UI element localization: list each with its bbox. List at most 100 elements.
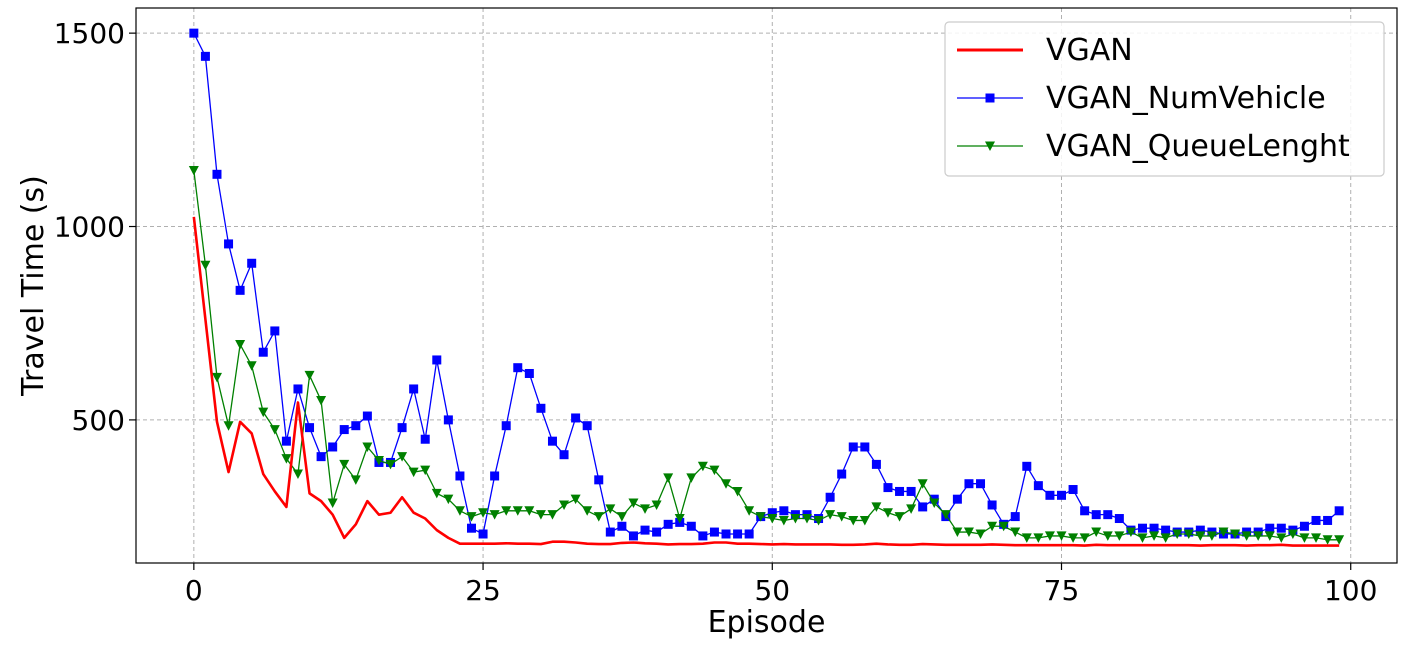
data-point bbox=[1299, 521, 1309, 531]
data-point bbox=[1311, 533, 1322, 543]
series-layer bbox=[188, 28, 1345, 547]
data-point bbox=[304, 370, 315, 381]
data-point bbox=[1149, 531, 1160, 541]
data-point bbox=[235, 339, 246, 350]
data-point bbox=[848, 515, 859, 526]
data-point bbox=[1276, 523, 1286, 533]
legend-label: VGAN_NumVehicle bbox=[1046, 81, 1326, 116]
data-point bbox=[420, 434, 430, 444]
data-point bbox=[1045, 490, 1055, 500]
data-point bbox=[825, 492, 835, 502]
data-point bbox=[305, 423, 315, 433]
data-point bbox=[709, 527, 719, 537]
data-point bbox=[616, 512, 627, 522]
data-point bbox=[247, 258, 257, 268]
data-point bbox=[339, 459, 350, 470]
data-point bbox=[559, 500, 570, 510]
data-point bbox=[559, 450, 569, 460]
data-point bbox=[547, 510, 558, 520]
data-point bbox=[836, 512, 847, 522]
data-point bbox=[1172, 529, 1183, 539]
data-point bbox=[674, 514, 685, 524]
data-point bbox=[570, 494, 581, 505]
data-point bbox=[1033, 533, 1044, 543]
data-point bbox=[1114, 514, 1124, 524]
data-point bbox=[929, 498, 940, 509]
data-point bbox=[535, 510, 546, 520]
legend: VGAN VGAN_NumVehicle VGAN_QueueLenght bbox=[944, 21, 1385, 177]
data-point bbox=[767, 514, 778, 524]
data-point bbox=[351, 421, 361, 431]
data-point bbox=[1137, 533, 1148, 543]
data-point bbox=[512, 506, 523, 516]
data-point bbox=[825, 510, 836, 520]
data-point bbox=[1021, 533, 1032, 543]
data-point bbox=[895, 486, 905, 496]
data-point bbox=[235, 285, 245, 295]
data-point bbox=[350, 475, 361, 485]
data-point bbox=[964, 479, 974, 489]
data-point bbox=[1056, 531, 1067, 541]
data-point bbox=[698, 531, 708, 541]
data-point bbox=[536, 403, 546, 413]
data-point bbox=[1114, 531, 1125, 541]
data-point bbox=[605, 504, 616, 514]
x-tick-label: 50 bbox=[754, 574, 790, 607]
data-point bbox=[709, 465, 720, 476]
data-point bbox=[293, 384, 303, 394]
data-point bbox=[721, 479, 732, 489]
data-point bbox=[223, 421, 234, 431]
data-point bbox=[490, 471, 500, 481]
data-point bbox=[733, 529, 743, 539]
data-point bbox=[373, 456, 384, 466]
legend-item: VGAN_QueueLenght bbox=[957, 129, 1350, 164]
data-point bbox=[686, 521, 696, 531]
data-point bbox=[697, 461, 708, 472]
x-tick-label: 100 bbox=[1324, 574, 1377, 607]
data-point bbox=[582, 421, 592, 431]
data-point bbox=[628, 498, 639, 509]
data-point bbox=[431, 488, 442, 499]
data-point bbox=[1010, 527, 1021, 538]
data-point bbox=[779, 506, 789, 516]
data-point bbox=[952, 494, 962, 504]
data-point bbox=[686, 473, 697, 483]
data-point bbox=[1022, 461, 1032, 471]
data-point bbox=[755, 512, 766, 522]
data-point bbox=[269, 425, 280, 435]
y-tick-label: 1500 bbox=[54, 17, 125, 50]
y-tick-label: 1000 bbox=[54, 211, 125, 244]
series-vgan-queuelenght bbox=[188, 165, 1345, 545]
data-point bbox=[1137, 523, 1147, 533]
data-point bbox=[1334, 506, 1344, 516]
data-point bbox=[327, 498, 338, 509]
data-point bbox=[200, 51, 210, 61]
legend-item: VGAN_NumVehicle bbox=[957, 81, 1326, 116]
data-point bbox=[1103, 510, 1113, 520]
x-axis-title: Episode bbox=[708, 605, 826, 640]
data-point bbox=[640, 525, 650, 535]
data-point bbox=[1206, 531, 1217, 541]
series-vgan bbox=[192, 216, 1340, 547]
data-point bbox=[617, 521, 627, 531]
data-point bbox=[292, 469, 303, 480]
data-point bbox=[975, 529, 986, 539]
data-point bbox=[454, 506, 465, 516]
data-point bbox=[258, 347, 268, 357]
data-point bbox=[1265, 523, 1275, 533]
data-point bbox=[571, 413, 581, 423]
x-tick-label: 75 bbox=[1044, 574, 1080, 607]
data-point bbox=[432, 355, 442, 365]
data-point bbox=[212, 169, 222, 179]
data-point bbox=[1230, 529, 1241, 539]
data-point bbox=[906, 486, 916, 496]
y-tick-label: 500 bbox=[72, 404, 125, 437]
data-point bbox=[651, 500, 662, 510]
data-point bbox=[466, 523, 476, 533]
data-point bbox=[1322, 535, 1333, 545]
data-point bbox=[1299, 533, 1310, 543]
data-point bbox=[397, 452, 408, 462]
legend-label: VGAN bbox=[1046, 33, 1133, 68]
data-point bbox=[837, 469, 847, 479]
data-point bbox=[1334, 535, 1345, 545]
